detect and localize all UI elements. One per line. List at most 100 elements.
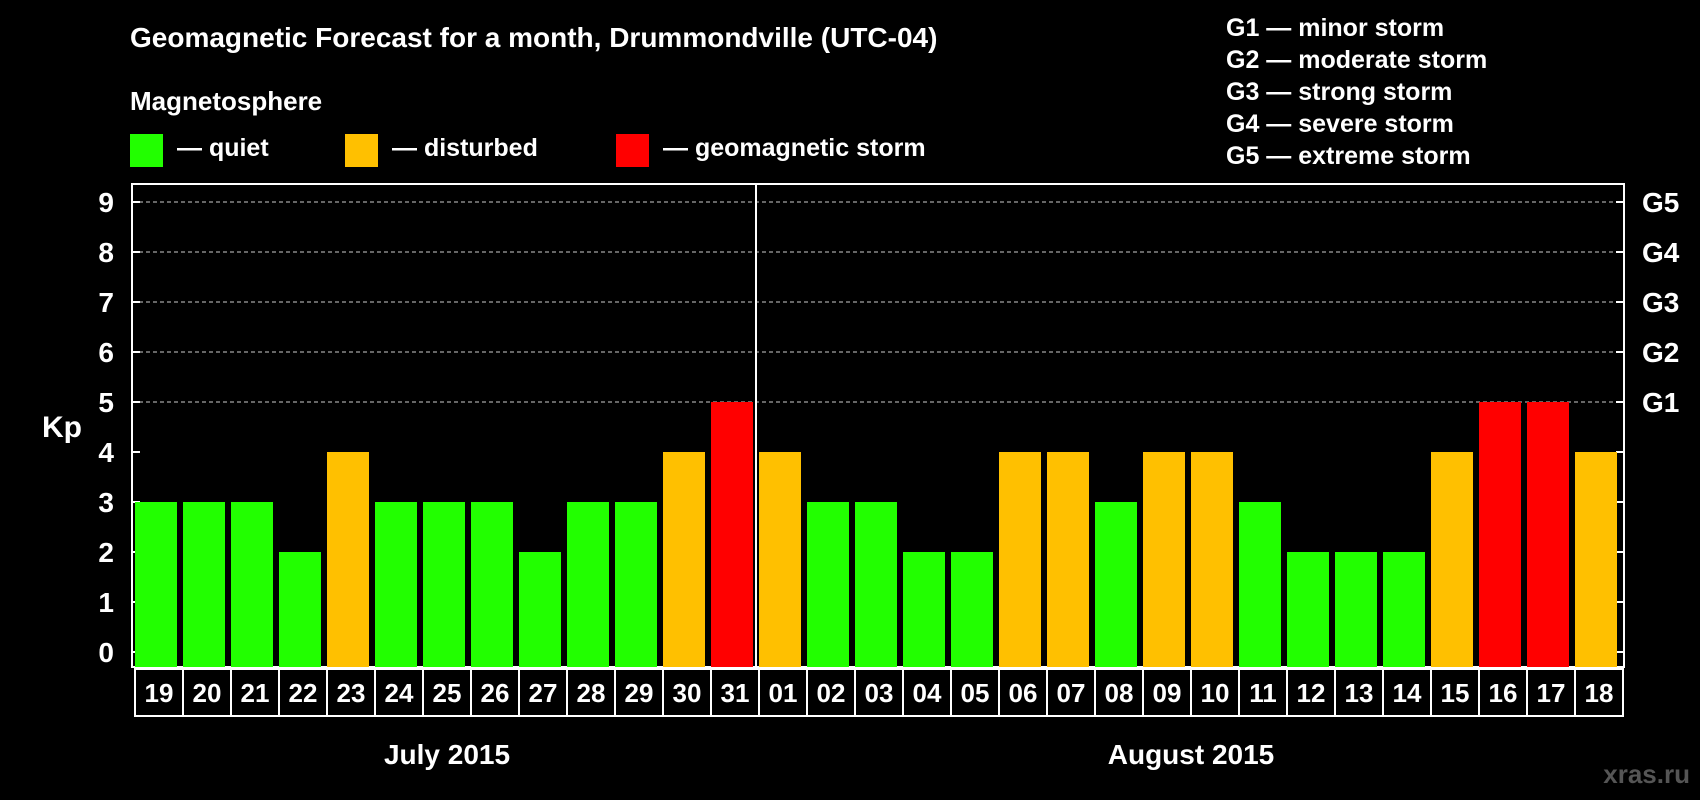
month-label: August 2015 — [1108, 739, 1275, 770]
legend-swatch-quiet — [130, 134, 163, 167]
y-tick-label: 0 — [98, 637, 114, 668]
bar — [135, 502, 177, 667]
bar — [759, 452, 801, 667]
bar — [951, 552, 993, 667]
bar — [375, 502, 417, 667]
date-label: 27 — [529, 678, 558, 708]
date-label: 30 — [673, 678, 702, 708]
storm-scale-g4: G4 — severe storm — [1226, 110, 1454, 138]
bar — [231, 502, 273, 667]
storm-level-label: G4 — [1642, 237, 1680, 268]
date-table — [134, 668, 1624, 717]
date-label: 24 — [385, 678, 414, 708]
date-label: 29 — [625, 678, 654, 708]
y-tick-label: 2 — [98, 537, 114, 568]
legend-item-disturbed: — disturbed — [345, 134, 538, 167]
bar — [183, 502, 225, 667]
date-label: 11 — [1249, 678, 1277, 708]
date-label: 19 — [145, 678, 174, 708]
bar — [1239, 502, 1281, 667]
y-tick-label: 6 — [98, 337, 114, 368]
bar — [279, 552, 321, 667]
storm-scale-legend: G1 — minor storm G2 — moderate storm G3 … — [1226, 12, 1487, 172]
bar — [663, 452, 705, 667]
date-label: 06 — [1009, 678, 1038, 708]
bar — [1335, 552, 1377, 667]
date-label: 02 — [817, 678, 846, 708]
bar — [615, 502, 657, 667]
legend-heading: Magnetosphere — [130, 86, 323, 116]
storm-level-label: G2 — [1642, 337, 1679, 368]
legend-item-storm: — geomagnetic storm — [616, 134, 926, 167]
storm-level-label: G5 — [1642, 187, 1679, 218]
date-label: 12 — [1297, 678, 1326, 708]
date-label: 14 — [1393, 678, 1422, 708]
date-label: 10 — [1201, 678, 1230, 708]
y-tick-label: 3 — [98, 487, 114, 518]
y-tick-label: 7 — [98, 287, 114, 318]
date-label: 03 — [865, 678, 894, 708]
bar — [711, 402, 753, 667]
y-tick-label: 1 — [98, 587, 114, 618]
date-label: 09 — [1153, 678, 1182, 708]
date-label: 15 — [1441, 678, 1470, 708]
storm-scale-g1: G1 — minor storm — [1226, 14, 1445, 42]
date-label: 31 — [721, 678, 750, 708]
storm-scale-g2: G2 — moderate storm — [1226, 46, 1488, 74]
date-label: 01 — [769, 678, 798, 708]
bar — [999, 452, 1041, 667]
y-axis-label: Kp — [42, 411, 82, 444]
date-label: 13 — [1345, 678, 1374, 708]
y-tick-label: 9 — [98, 187, 114, 218]
storm-scale-g5: G5 — extreme storm — [1226, 142, 1471, 170]
month-label: July 2015 — [384, 739, 510, 770]
bar — [1479, 402, 1521, 667]
y-tick-label: 4 — [98, 437, 114, 468]
bar — [1047, 452, 1089, 667]
date-label: 16 — [1489, 678, 1518, 708]
storm-level-label: G1 — [1642, 387, 1679, 418]
date-label: 07 — [1057, 678, 1086, 708]
bar — [1287, 552, 1329, 667]
storm-scale-g3: G3 — strong storm — [1226, 78, 1453, 106]
bar — [1143, 452, 1185, 667]
bar — [1095, 502, 1137, 667]
legend-swatch-storm — [616, 134, 649, 167]
date-label: 20 — [193, 678, 222, 708]
date-label: 18 — [1585, 678, 1614, 708]
storm-level-label: G3 — [1642, 287, 1679, 318]
bar — [1431, 452, 1473, 667]
date-label: 08 — [1105, 678, 1134, 708]
bar — [1575, 452, 1617, 667]
bar — [807, 502, 849, 667]
legend-label-disturbed: — disturbed — [392, 134, 538, 162]
y-tick-label: 8 — [98, 237, 114, 268]
bar — [903, 552, 945, 667]
bar — [471, 502, 513, 667]
chart-title: Geomagnetic Forecast for a month, Drummo… — [130, 22, 938, 53]
date-label: 05 — [961, 678, 990, 708]
legend-swatch-disturbed — [345, 134, 378, 167]
date-label: 17 — [1537, 678, 1566, 708]
date-label: 25 — [433, 678, 462, 708]
bar — [519, 552, 561, 667]
watermark: xras.ru — [1603, 759, 1690, 789]
legend-label-storm: — geomagnetic storm — [663, 134, 926, 162]
bar — [327, 452, 369, 667]
bar — [1383, 552, 1425, 667]
bar — [855, 502, 897, 667]
date-label: 23 — [337, 678, 366, 708]
legend-item-quiet: — quiet — [130, 134, 269, 167]
date-label: 04 — [913, 678, 942, 708]
date-label: 26 — [481, 678, 510, 708]
y-tick-label: 5 — [98, 387, 114, 418]
legend-label-quiet: — quiet — [177, 134, 269, 162]
date-label: 28 — [577, 678, 606, 708]
bar — [423, 502, 465, 667]
date-label: 22 — [289, 678, 318, 708]
bar — [1527, 402, 1569, 667]
date-label: 21 — [241, 678, 270, 708]
bar — [1191, 452, 1233, 667]
bar — [567, 502, 609, 667]
